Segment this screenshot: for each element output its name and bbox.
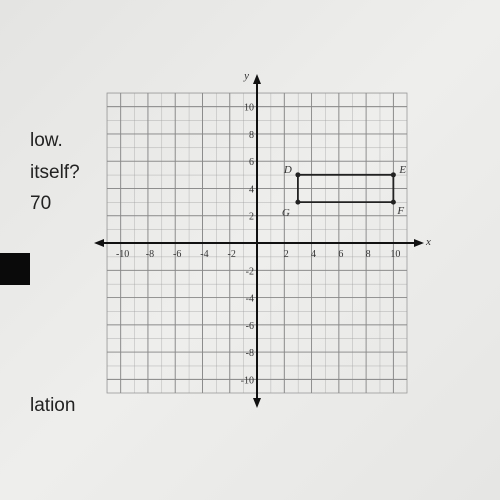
vertex-label: D: [283, 164, 292, 176]
x-tick-label: -8: [146, 249, 154, 260]
y-tick-label: 2: [249, 212, 254, 223]
black-box: [0, 253, 30, 285]
y-tick-label: -8: [246, 348, 254, 359]
y-tick-label: -6: [246, 321, 254, 332]
vertex-label: G: [282, 207, 290, 219]
cropped-text: lation: [30, 395, 75, 416]
cropped-text: low.: [30, 130, 63, 151]
vertex-label: F: [396, 205, 404, 217]
cropped-text: itself?: [30, 162, 80, 183]
y-tick-label: 4: [249, 184, 254, 195]
y-tick-label: 10: [244, 103, 254, 114]
x-tick-label: 2: [284, 249, 289, 260]
vertex-label: E: [398, 164, 406, 176]
x-tick-label: -2: [228, 249, 236, 260]
y-tick-label: -2: [246, 266, 254, 277]
vertex: [295, 172, 301, 178]
vertex: [390, 199, 396, 205]
x-tick-label: -6: [173, 249, 181, 260]
y-axis-label: y: [243, 70, 249, 82]
x-tick-label: 8: [366, 249, 371, 260]
vertex: [390, 172, 396, 178]
vertex: [295, 199, 301, 205]
x-tick-label: -4: [200, 249, 208, 260]
y-tick-label: -10: [241, 375, 254, 386]
y-tick-label: 6: [249, 157, 254, 168]
x-tick-label: 6: [338, 249, 343, 260]
y-tick-label: -4: [246, 294, 254, 305]
x-axis-label: x: [425, 236, 431, 248]
y-tick-label: 8: [249, 130, 254, 141]
x-tick-label: -10: [116, 249, 129, 260]
x-tick-label: 10: [390, 249, 400, 260]
cropped-text: 70: [30, 193, 51, 214]
x-tick-label: 4: [311, 249, 316, 260]
